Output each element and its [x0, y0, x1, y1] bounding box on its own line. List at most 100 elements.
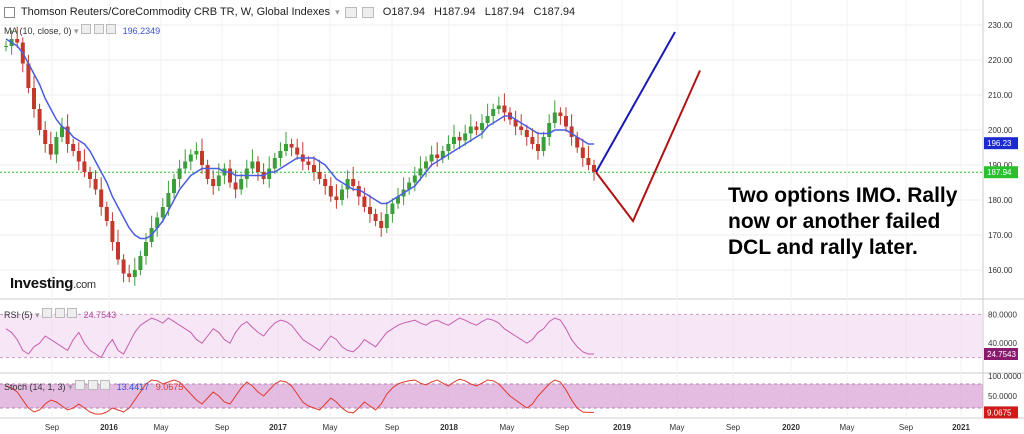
candle-body	[177, 168, 182, 179]
candle-body	[407, 182, 412, 190]
time-tick-label: Sep	[385, 423, 400, 432]
stoch-line	[5, 378, 594, 415]
projection-rally-now	[595, 31, 676, 173]
rsi-value: 24.7543	[83, 310, 117, 320]
time-tick-label: Sep	[215, 423, 230, 432]
candle-body	[575, 137, 580, 148]
price-tick-label: 180.00	[988, 196, 1013, 205]
stoch-dropdown-icon[interactable]: ▾	[68, 382, 73, 392]
candle-body	[54, 137, 59, 155]
candle-body	[284, 144, 288, 151]
candle-body	[188, 154, 193, 162]
candle-body	[452, 137, 456, 144]
ma-line-group	[5, 38, 594, 240]
candle-body	[267, 168, 272, 179]
candle-body	[384, 214, 389, 228]
price-tick-label: 210.00	[988, 91, 1013, 100]
candle-body	[312, 165, 316, 172]
candle-body	[76, 151, 81, 162]
candle-body	[468, 126, 473, 134]
price-tick-label: 230.00	[988, 21, 1013, 30]
candle-body	[295, 147, 300, 155]
candle-body	[524, 130, 529, 137]
candle-body	[536, 144, 540, 151]
time-tick-label: Sep	[899, 423, 914, 432]
candle-body	[15, 39, 20, 43]
candle-body	[43, 130, 48, 144]
rsi-hide-button[interactable]	[42, 308, 53, 318]
rsi-dropdown-icon[interactable]: ▾	[35, 310, 40, 320]
candle-body	[60, 126, 64, 137]
candle-body	[373, 214, 378, 221]
candle-body	[580, 147, 585, 158]
logo-suffix: .com	[73, 279, 96, 291]
candle-body	[256, 161, 260, 172]
rsi-badge: 24.7543	[987, 350, 1016, 359]
hide-button[interactable]	[344, 6, 357, 18]
price-tick-label: 220.00	[988, 56, 1013, 65]
candle-body	[306, 161, 311, 165]
rsi-settings-button[interactable]	[54, 308, 65, 318]
settings-button[interactable]	[361, 6, 374, 18]
rsi-close-button[interactable]	[67, 308, 78, 318]
ma-price-badge-bg	[984, 137, 1018, 150]
ohlc-high: H187.94	[434, 6, 476, 18]
candle-body	[65, 126, 70, 144]
candle-body	[513, 119, 518, 127]
stoch-hide-button[interactable]	[75, 380, 86, 390]
ma-legend: MA (10, close, 0) ▾ 196.2349	[4, 24, 160, 37]
candle-body	[491, 109, 496, 116]
candle-body	[289, 144, 294, 148]
candle-body	[211, 179, 216, 186]
candle-body	[166, 193, 171, 207]
rsi-legend: RSI (5) ▾ 24.7543	[4, 308, 116, 321]
stoch-tick-label: 50.0000	[988, 392, 1017, 401]
annotation-line-3: DCL and rally later.	[728, 236, 918, 259]
candle-body	[216, 175, 221, 186]
ohlc-close: C187.94	[533, 6, 576, 18]
candle-body	[592, 165, 596, 172]
ohlc-open: O187.94	[382, 6, 425, 18]
candle-body	[440, 151, 445, 158]
chart-header: Thomson Reuters/CoreCommodity CRB TR, W,…	[4, 6, 575, 18]
candle-body	[155, 217, 160, 228]
stoch-settings-button[interactable]	[87, 380, 98, 390]
stoch-close-button[interactable]	[100, 380, 111, 390]
settings-icon[interactable]	[4, 6, 15, 18]
dropdown-icon[interactable]: ▾	[335, 7, 340, 17]
projection-group	[595, 31, 701, 223]
candle-body	[317, 172, 322, 179]
candle-body	[32, 88, 36, 109]
ma-close-button[interactable]	[106, 24, 117, 34]
candle-body	[547, 123, 552, 137]
candle-body	[368, 207, 372, 214]
rsi-line	[5, 317, 594, 359]
candle-body	[160, 207, 165, 218]
candle-body	[552, 112, 557, 123]
ma-dropdown-icon[interactable]: ▾	[74, 26, 79, 36]
time-tick-label: May	[153, 423, 168, 432]
time-tick-label: 2019	[613, 423, 631, 432]
stoch-k-value: 13.4417	[116, 382, 150, 392]
candle-body	[362, 196, 367, 207]
ma-hide-button[interactable]	[81, 24, 92, 34]
candle-body	[351, 179, 356, 186]
candle-body	[244, 168, 249, 179]
candle-body	[99, 189, 104, 207]
last-price-badge-bg	[984, 166, 1018, 179]
candle-body	[340, 189, 344, 200]
ma-line	[5, 38, 594, 240]
candle-body	[104, 207, 109, 221]
candle-body	[233, 182, 238, 190]
ma-settings-button[interactable]	[93, 24, 104, 34]
time-tick-label: Sep	[555, 423, 570, 432]
stoch-badge: 9.0675	[987, 408, 1012, 417]
time-axis: Sep 2016 May Sep 2017 May Sep 2018 May Sep 2019 May…	[45, 423, 971, 432]
candle-body	[278, 151, 283, 158]
stoch-label: Stoch (14, 1, 3)	[4, 382, 66, 392]
candle-body	[88, 172, 92, 179]
candle-body	[272, 158, 277, 169]
time-tick-label: 2020	[782, 423, 800, 432]
candle-body	[541, 137, 546, 151]
time-tick-label: 2021	[952, 423, 970, 432]
